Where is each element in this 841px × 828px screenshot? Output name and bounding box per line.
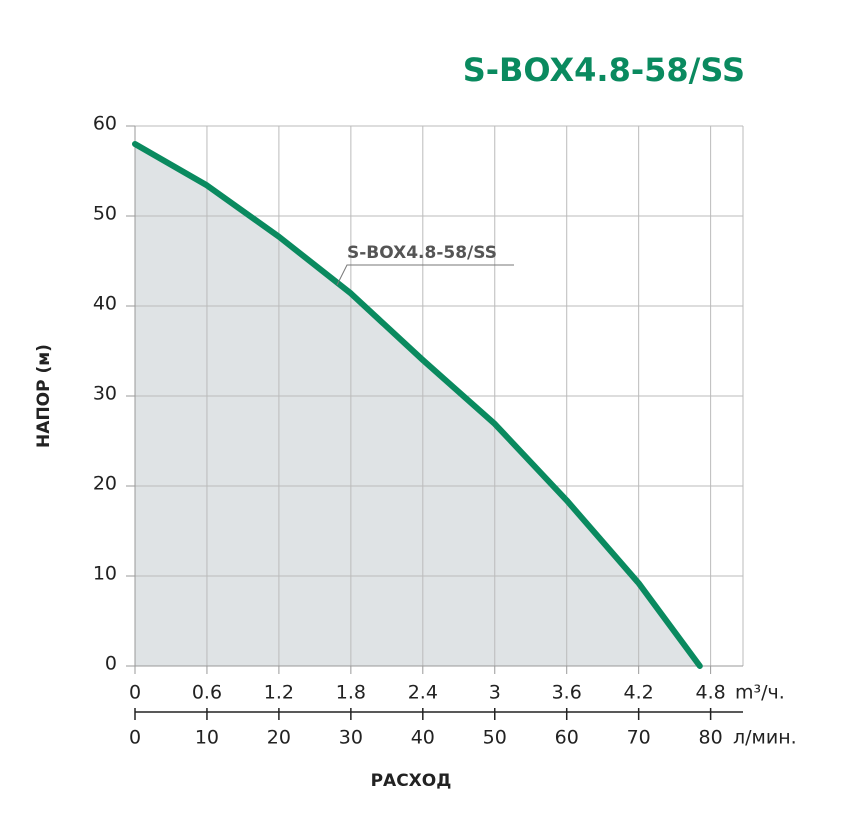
x2-tick-label: 0 (129, 727, 141, 749)
area (135, 144, 700, 666)
x2-tick-label: 40 (411, 727, 435, 749)
y-tick-label: 20 (93, 473, 117, 495)
x2-unit: л/мин. (733, 727, 797, 749)
line (132, 141, 703, 669)
y-axis-title: НАПОР (м) (34, 344, 54, 448)
y-tick-label: 30 (93, 383, 117, 405)
y-tick-label: 40 (93, 293, 117, 315)
x-tick-label: 0.6 (192, 682, 222, 704)
x-tick-label: 4.8 (696, 682, 726, 704)
chart-title: S-BOX4.8-58/SS (463, 51, 745, 89)
x2-tick-label: 20 (267, 727, 291, 749)
y-tick-label: 10 (93, 563, 117, 585)
y-tick-label: 0 (105, 653, 117, 675)
x2-tick-label: 30 (339, 727, 363, 749)
y-tick-label: 60 (93, 113, 117, 135)
x-tick-label: 0 (129, 682, 141, 704)
series-label: S-BOX4.8-58/SS (347, 243, 497, 263)
x2-tick-label: 10 (195, 727, 219, 749)
x-tick-label: 2.4 (408, 682, 438, 704)
x-axis-title: РАСХОД (371, 771, 452, 791)
leader-line (336, 264, 514, 286)
x2-tick-label: 50 (483, 727, 507, 749)
x2-tick-label: 80 (699, 727, 723, 749)
x-tick-label: 3.6 (552, 682, 582, 704)
y-tick-label: 50 (93, 203, 117, 225)
x2-tick-label: 60 (555, 727, 579, 749)
x-tick-label: 1.2 (264, 682, 294, 704)
x2-tick-label: 70 (627, 727, 651, 749)
x-tick-label: 1.8 (336, 682, 366, 704)
x-unit: m³/ч. (735, 682, 785, 704)
x-tick-label: 4.2 (624, 682, 654, 704)
x-tick-label: 3 (489, 682, 501, 704)
